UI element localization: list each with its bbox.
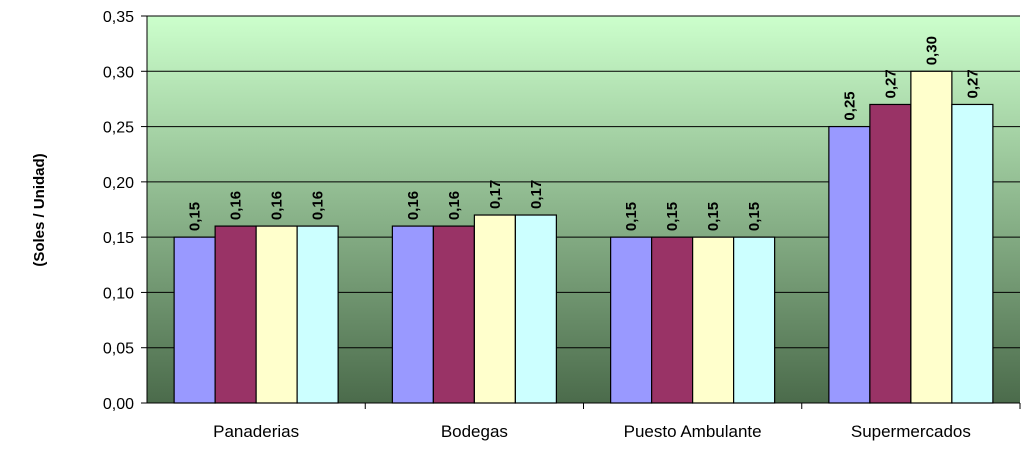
bar (173, 236, 216, 404)
bar (391, 225, 434, 404)
data-label: 0,16 (446, 191, 463, 220)
data-label: 0,15 (705, 202, 722, 231)
data-label: 0,27 (882, 69, 899, 98)
data-label: 0,27 (964, 69, 981, 98)
y-tick-label: 0,05 (103, 341, 134, 358)
bar (869, 103, 912, 404)
bar (692, 236, 735, 404)
bar (951, 103, 994, 404)
bar (296, 225, 339, 404)
data-label: 0,17 (528, 180, 545, 209)
bar (432, 225, 475, 404)
bar (514, 214, 557, 404)
data-label: 0,15 (187, 202, 204, 231)
data-label: 0,16 (228, 191, 245, 220)
y-tick-label: 0,30 (103, 64, 134, 81)
y-tick-label: 0,15 (103, 230, 134, 247)
bar (828, 125, 871, 404)
x-tick-labels: Panaderias Bodegas Puesto Ambulante Superme… (213, 422, 971, 441)
bar (473, 214, 516, 404)
data-label: 0,16 (310, 191, 327, 220)
y-tick-label: 0,10 (103, 285, 134, 302)
bar (255, 225, 298, 404)
x-tick-label: Bodegas (441, 422, 508, 441)
bar (733, 236, 776, 404)
x-tick-label: Puesto Ambulante (624, 422, 762, 441)
bar (910, 70, 953, 404)
data-label: 0,16 (405, 191, 422, 220)
axes (141, 15, 1021, 409)
y-tick-label: 0,20 (103, 175, 134, 192)
data-label: 0,15 (664, 202, 681, 231)
data-label: 0,15 (623, 202, 640, 231)
data-labels: 0,15 0,16 0,16 0,16 0,16 0,16 0,17 0,17 0,15 0,15… (187, 36, 982, 231)
y-tick-label: 0,00 (103, 396, 134, 413)
data-label: 0,17 (487, 180, 504, 209)
y-axis-title: (Soles / Unidad) (31, 153, 48, 266)
bar (610, 236, 653, 404)
data-label: 0,30 (923, 36, 940, 65)
data-label: 0,25 (841, 91, 858, 120)
bar (651, 236, 694, 404)
x-tick-label: Panaderias (213, 422, 299, 441)
y-tick-label: 0,25 (103, 120, 134, 137)
x-tick-label: Supermercados (851, 422, 971, 441)
bar (214, 225, 257, 404)
y-tick-label: 0,35 (103, 9, 134, 26)
data-label: 0,16 (269, 191, 286, 220)
y-tick-labels: 0,00 0,05 0,10 0,15 0,20 0,25 0,30 0,35 (103, 9, 134, 413)
data-label: 0,15 (746, 202, 763, 231)
